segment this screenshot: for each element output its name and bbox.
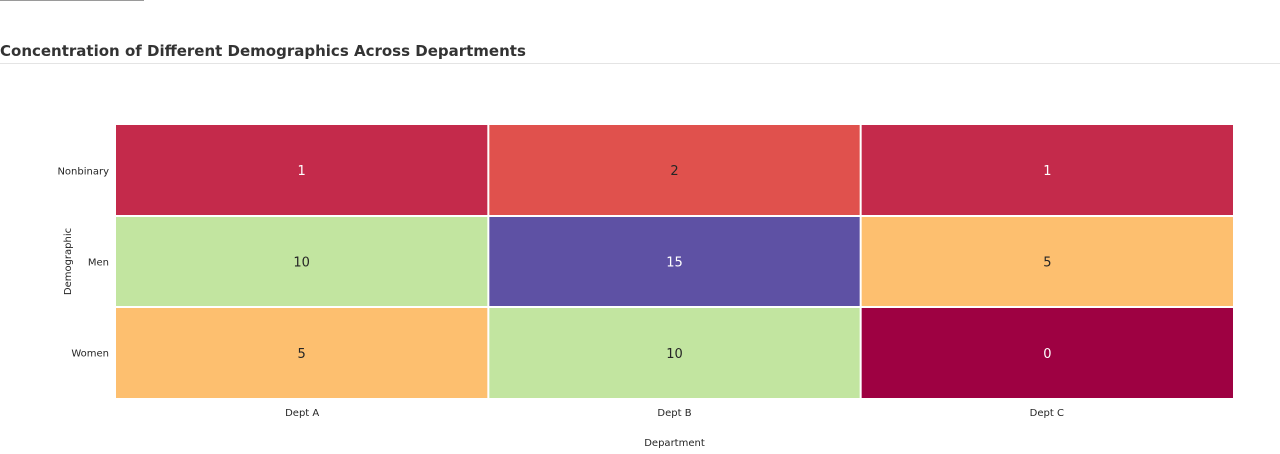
heatmap-cell [861, 308, 1233, 398]
cell-value-label: 10 [666, 347, 683, 362]
chart-title: Concentration of Different Demographics … [0, 42, 526, 60]
heatmap-cell [489, 308, 860, 398]
heatmap-cell [116, 125, 488, 215]
cell-value-label: 5 [298, 347, 306, 362]
x-tick-label: Dept B [657, 408, 691, 419]
y-tick-label: Nonbinary [57, 167, 109, 178]
top-divider [0, 0, 144, 1]
heatmap-cell [861, 217, 1233, 306]
cell-value-label: 5 [1043, 256, 1051, 271]
cell-value-label: 10 [293, 256, 310, 271]
cell-value-label: 1 [298, 164, 306, 179]
y-axis-title: Demographic [63, 228, 74, 295]
heatmap-cell [489, 125, 860, 215]
title-divider [0, 63, 1280, 64]
y-tick-label: Women [71, 349, 109, 360]
heatmap-cell [861, 125, 1233, 215]
y-tick-label: Men [88, 258, 109, 269]
x-axis-title: Department [644, 438, 705, 449]
cell-value-label: 0 [1043, 347, 1051, 362]
heatmap-cell [489, 217, 860, 306]
heatmap-cell [116, 217, 488, 306]
x-tick-label: Dept C [1030, 408, 1064, 419]
cell-value-label: 2 [670, 164, 678, 179]
cell-value-label: 15 [666, 256, 683, 271]
x-tick-label: Dept A [285, 408, 319, 419]
cell-value-label: 1 [1043, 164, 1051, 179]
heatmap-cell [116, 308, 488, 398]
